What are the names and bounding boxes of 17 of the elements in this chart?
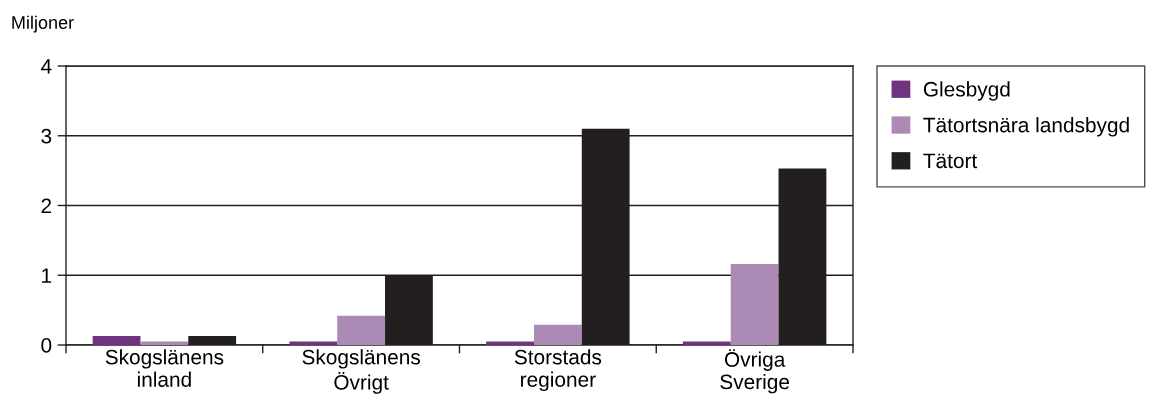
bar bbox=[92, 335, 141, 345]
bar bbox=[533, 324, 582, 345]
legend-label: Tätort bbox=[923, 153, 978, 169]
bar bbox=[337, 315, 386, 345]
x-tick-label: Skogslänens inland bbox=[105, 349, 224, 387]
legend-label: Tätortsnära landsbygd bbox=[923, 117, 1129, 137]
x-tick-label: Skogslänens Övrigt bbox=[302, 349, 421, 394]
y-tick-label: 2 bbox=[41, 198, 52, 214]
y-axis-title: Miljoner bbox=[12, 15, 74, 33]
bar bbox=[730, 264, 779, 345]
legend-label: Glesbygd bbox=[923, 81, 1010, 101]
y-tick-label: 1 bbox=[42, 268, 52, 283]
x-tick-label: Övriga Sverige bbox=[720, 349, 790, 394]
y-tick-label: 3 bbox=[41, 128, 52, 144]
y-tick-label: 4 bbox=[41, 59, 52, 74]
x-tick-label: Storstads regioner bbox=[514, 349, 602, 392]
y-tick-label: 0 bbox=[41, 338, 52, 353]
